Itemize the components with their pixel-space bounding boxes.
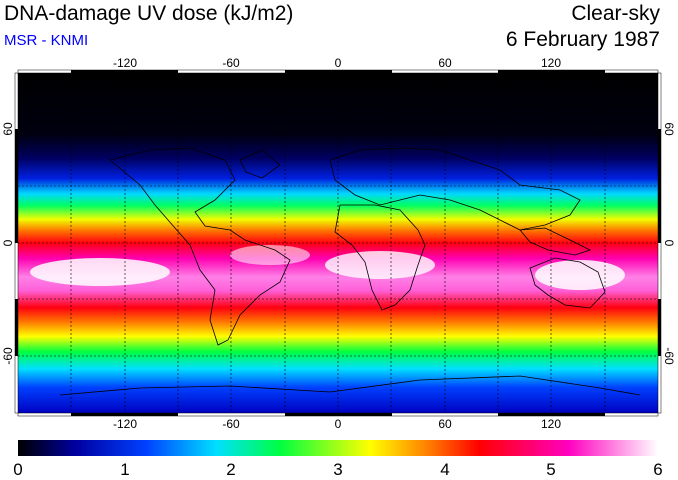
lat-tick-left: 60 <box>1 122 15 136</box>
lat-tick-left: 0 <box>1 239 15 246</box>
colorbar-label: 0 <box>13 460 22 479</box>
lat-tick-left: -60 <box>1 347 15 365</box>
colorbar-label: 4 <box>440 460 449 479</box>
lon-tick-bottom: 60 <box>438 417 452 431</box>
coastlines <box>59 147 641 396</box>
lon-tick-bottom: -120 <box>113 417 137 431</box>
colorbar-label: 5 <box>546 460 555 479</box>
lon-tick-top: 120 <box>541 56 561 70</box>
map-frame <box>14 69 662 417</box>
lon-tick-top: -60 <box>222 56 240 70</box>
sky-type-label: Clear-sky <box>571 2 660 25</box>
lat-tick-right: 0 <box>662 240 676 247</box>
colorbar-label: 6 <box>653 460 662 479</box>
lon-tick-top: 0 <box>335 56 342 70</box>
lat-tick-right: -60 <box>662 347 676 365</box>
colorbar-label: 3 <box>333 460 342 479</box>
date-label: 6 February 1987 <box>505 28 660 51</box>
map-title: DNA-damage UV dose (kJ/m2) <box>4 2 294 25</box>
lon-tick-top: 60 <box>438 56 452 70</box>
colorbar-label: 1 <box>120 460 129 479</box>
graticule <box>18 73 658 413</box>
lon-tick-bottom: -60 <box>222 417 240 431</box>
credit-label: MSR - KNMI <box>4 32 89 49</box>
lon-tick-bottom: 120 <box>541 417 561 431</box>
lon-tick-bottom: 0 <box>335 417 342 431</box>
colorbar <box>18 440 658 456</box>
lat-tick-right: 60 <box>662 122 676 136</box>
lon-tick-top: -120 <box>113 56 137 70</box>
colorbar-label: 2 <box>226 460 235 479</box>
